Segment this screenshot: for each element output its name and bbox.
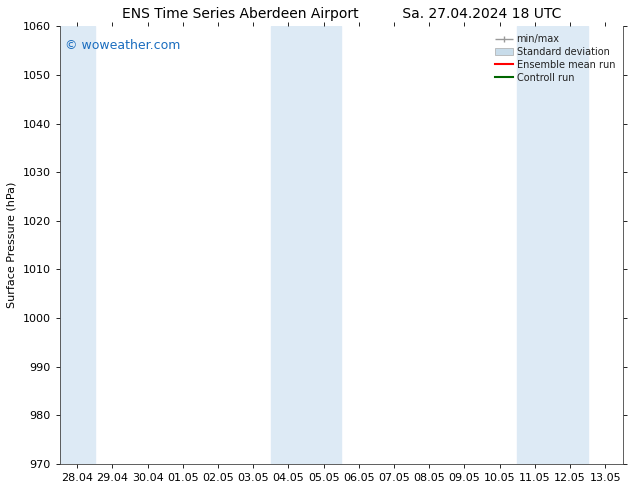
Bar xyxy=(271,26,341,464)
Legend: min/max, Standard deviation, Ensemble mean run, Controll run: min/max, Standard deviation, Ensemble me… xyxy=(493,31,618,86)
Text: © woweather.com: © woweather.com xyxy=(65,39,181,52)
Y-axis label: Surface Pressure (hPa): Surface Pressure (hPa) xyxy=(7,182,17,308)
Title: ENS Time Series Aberdeen Airport          Sa. 27.04.2024 18 UTC: ENS Time Series Aberdeen Airport Sa. 27.… xyxy=(122,7,561,21)
Bar xyxy=(517,26,588,464)
Bar xyxy=(60,26,95,464)
